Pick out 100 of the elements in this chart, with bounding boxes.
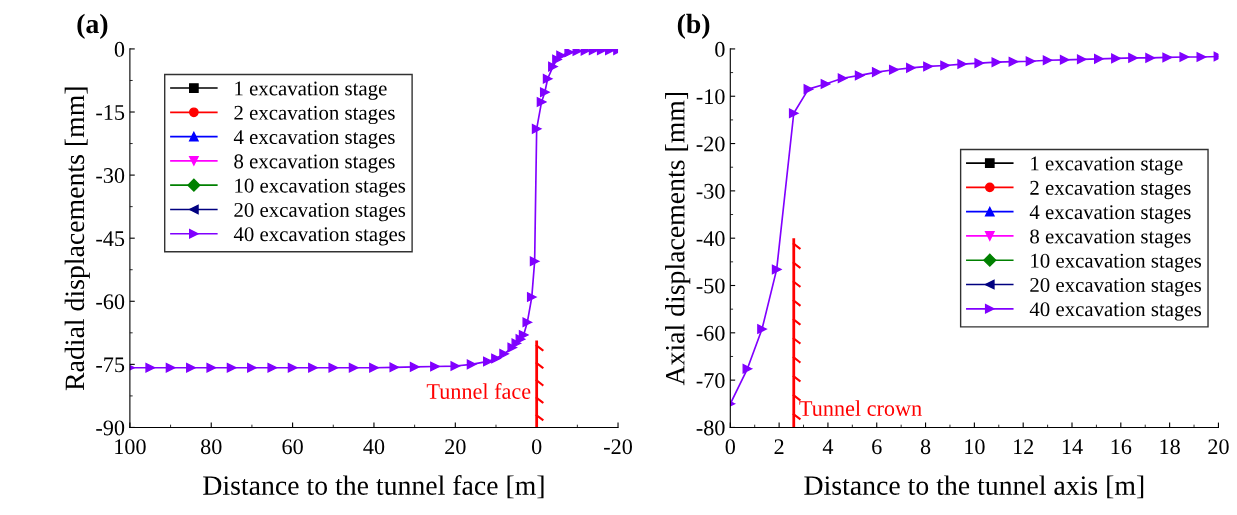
point <box>499 348 509 359</box>
point <box>539 87 550 98</box>
x-tick-label: 12 <box>1014 439 1034 454</box>
y-axis-title: Radial displacements [mm] <box>64 87 90 391</box>
y-axis-title: Axial displacements [mm] <box>665 92 691 386</box>
point <box>803 84 814 95</box>
x-tick-label: 18 <box>1160 439 1180 455</box>
point <box>820 79 831 89</box>
point <box>957 59 968 69</box>
y-tick-label: -70 <box>696 373 725 389</box>
point <box>991 57 1002 68</box>
y-tick-label: -50 <box>696 278 725 294</box>
y-tick-label: -40 <box>696 231 725 247</box>
point <box>466 359 477 370</box>
x-tick-label: 2 <box>774 439 784 454</box>
point <box>308 362 318 373</box>
legend-label: 2 excavation stages <box>234 105 395 125</box>
point <box>1008 56 1019 67</box>
point <box>940 60 950 71</box>
point <box>165 362 176 373</box>
point <box>1059 54 1070 65</box>
y-tick-label: -90 <box>96 420 125 436</box>
y-tick-label: -60 <box>96 294 125 310</box>
point <box>974 58 985 68</box>
y-tick-label: 0 <box>715 41 725 57</box>
x-axis-title: Distance to the tunnel axis [m] <box>804 475 1144 499</box>
legend-label: 10 excavation stages <box>235 178 406 197</box>
x-tick-label: 10 <box>965 439 985 455</box>
point <box>605 48 615 56</box>
legend-label: 8 excavation stages <box>234 154 395 173</box>
x-tick-label: 4 <box>822 439 834 454</box>
point <box>871 67 882 77</box>
point <box>389 362 400 373</box>
legend-label: 4 excavation stages <box>233 130 395 149</box>
point <box>206 362 217 373</box>
point <box>888 64 899 75</box>
legend-label: 40 excavation stages <box>233 227 406 246</box>
point <box>522 317 533 328</box>
point <box>328 362 339 373</box>
ref-line-label: Tunnel face <box>426 383 531 399</box>
y-tick-label: -45 <box>96 231 125 247</box>
point <box>536 97 547 107</box>
ref-line-label: Tunnel crown <box>799 400 922 416</box>
x-tick-label: 6 <box>872 439 882 455</box>
legend-label: 20 excavation stages <box>234 202 406 222</box>
point <box>369 362 379 373</box>
point <box>548 61 558 72</box>
x-tick-label: 14 <box>1062 439 1083 454</box>
x-axis-title: Distance to the tunnel face [m] <box>203 475 544 499</box>
chart-title: (a) <box>77 13 108 39</box>
point <box>1162 52 1173 63</box>
y-tick-label: -20 <box>696 136 725 152</box>
legend-label: 40 excavation stages <box>1029 302 1202 321</box>
point <box>771 264 782 275</box>
x-tick-label: 20 <box>1208 439 1229 455</box>
y-tick-label: -15 <box>96 105 125 120</box>
legend-label: 10 excavation stages <box>1031 253 1202 273</box>
y-tick-label: 0 <box>114 41 125 57</box>
point <box>1076 54 1087 65</box>
legend-label: 1 excavation stage <box>1031 156 1183 175</box>
point <box>1093 53 1104 64</box>
point <box>923 61 933 72</box>
y-tick-label: -80 <box>696 420 725 436</box>
point <box>247 362 257 373</box>
y-tick-label: -75 <box>96 357 125 373</box>
y-tick-label: -10 <box>696 89 725 105</box>
x-tick-label: 16 <box>1111 439 1132 455</box>
x-tick-label: 60 <box>282 439 303 455</box>
point <box>854 70 865 81</box>
point <box>409 362 420 372</box>
point <box>267 362 278 373</box>
point <box>1111 53 1121 64</box>
point <box>837 73 848 84</box>
x-tick-label: 20 <box>445 439 466 455</box>
point <box>1128 53 1138 63</box>
point <box>1179 52 1190 62</box>
point <box>1145 53 1155 63</box>
x-tick-label: 100 <box>115 439 146 455</box>
point <box>531 123 542 134</box>
legend-label: 1 excavation stage <box>235 81 387 100</box>
point <box>430 361 440 372</box>
point <box>186 362 196 373</box>
point <box>788 108 799 119</box>
point <box>287 362 298 373</box>
legend-label: 2 excavation stages <box>1030 180 1191 200</box>
point <box>450 361 461 371</box>
point <box>742 363 753 374</box>
point <box>1042 55 1053 66</box>
x-tick-label: 0 <box>725 439 736 455</box>
point <box>906 62 916 73</box>
y-tick-label: -30 <box>696 183 725 199</box>
chart-title: (b) <box>677 13 710 39</box>
point <box>482 356 493 367</box>
y-tick-label: -60 <box>696 325 725 341</box>
x-tick-label: 80 <box>200 439 222 455</box>
point <box>226 362 237 373</box>
point <box>529 256 540 267</box>
point <box>1196 52 1207 62</box>
legend-label: 8 excavation stages <box>1030 229 1191 248</box>
x-tick-label: -20 <box>604 439 632 455</box>
